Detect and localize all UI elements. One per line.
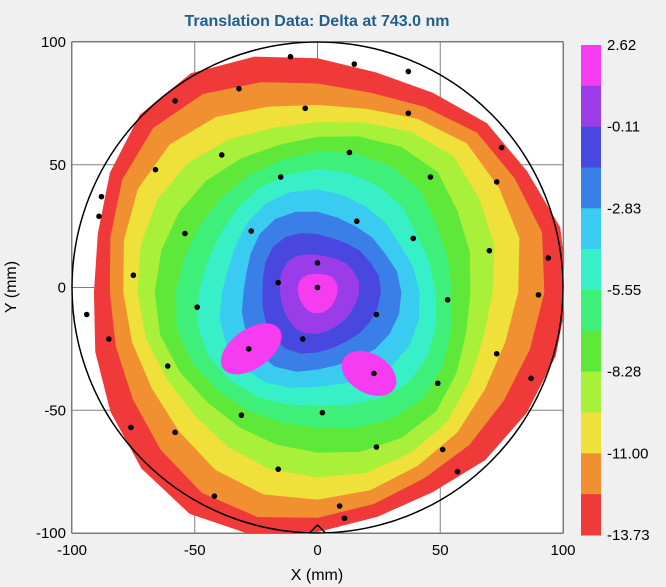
wafer-notch	[308, 523, 327, 534]
y-tick-label: -50	[44, 402, 66, 419]
measurement-point	[96, 213, 102, 220]
colorbar-segment	[581, 45, 601, 87]
x-tick-label: -100	[57, 542, 87, 559]
colorbar-segment	[581, 167, 601, 209]
measurement-point	[299, 336, 306, 342]
x-tick-label: 50	[432, 542, 449, 559]
colorbar-segment	[581, 371, 601, 413]
measurement-point	[287, 53, 294, 60]
measurement-point	[528, 375, 534, 382]
measurement-point	[172, 98, 178, 104]
colorbar-label: -2.83	[607, 200, 641, 217]
wafer-outline	[71, 41, 564, 534]
colorbar-segment	[581, 330, 601, 373]
y-tick-label: 50	[49, 157, 66, 174]
x-tick-label: -50	[184, 542, 206, 559]
contour-island	[341, 350, 397, 396]
measurement-point	[211, 493, 218, 499]
contour-band	[297, 273, 338, 314]
colorbar-segment	[581, 249, 601, 291]
colorbar	[581, 45, 601, 536]
measurement-point	[371, 370, 377, 377]
measurement-point	[410, 235, 417, 242]
contour-fill	[93, 56, 563, 533]
colorbar-label: -5.55	[607, 282, 641, 299]
measurement-points	[83, 53, 552, 522]
colorbar-label: -11.00	[607, 445, 648, 462]
colorbar-segment	[581, 208, 601, 250]
measurement-point	[275, 279, 282, 286]
y-tick-label: -100	[36, 525, 66, 542]
measurement-point	[314, 284, 321, 291]
measurement-point	[314, 260, 321, 266]
measurement-point	[351, 61, 358, 67]
measurement-point	[434, 380, 441, 387]
x-tick-label: 0	[313, 542, 321, 559]
x-tick-label: 100	[550, 542, 575, 559]
colorbar-label: -13.73	[607, 527, 650, 544]
colorbar-label: -0.11	[607, 119, 640, 136]
measurement-point	[535, 292, 542, 298]
measurement-point	[319, 409, 326, 416]
measurement-point	[405, 110, 412, 116]
measurement-point	[427, 174, 434, 180]
measurement-point	[152, 166, 159, 173]
y-tick-label: 0	[58, 280, 66, 297]
colorbar-segment	[581, 453, 601, 495]
y-tick-label: 100	[41, 34, 66, 51]
chart-title: Translation Data: Delta at 743.0 nm	[185, 13, 450, 30]
measurement-point	[493, 350, 500, 357]
measurement-point	[248, 228, 255, 234]
measurement-point	[245, 346, 252, 352]
measurement-point	[346, 149, 353, 156]
measurement-point	[373, 444, 380, 450]
measurement-point	[444, 296, 451, 303]
measurement-point	[128, 424, 134, 431]
measurement-point	[98, 193, 105, 200]
measurement-point	[336, 503, 343, 509]
measurement-point	[236, 85, 242, 92]
measurement-point	[130, 272, 137, 279]
measurement-point	[545, 255, 552, 261]
measurement-point	[439, 446, 446, 453]
colorbar-segment	[581, 494, 601, 536]
measurement-point	[106, 336, 112, 342]
colorbar-segment	[581, 290, 601, 332]
x-axis-label: X (mm)	[291, 567, 343, 584]
colorbar-segment	[581, 412, 601, 454]
colorbar-label: -8.28	[607, 364, 641, 381]
measurement-point	[486, 247, 493, 254]
measurement-point	[454, 468, 461, 475]
measurement-point	[83, 311, 90, 318]
measurement-point	[353, 218, 360, 225]
measurement-point	[498, 144, 505, 151]
wafer-circle	[71, 41, 564, 534]
measurement-point	[493, 179, 500, 185]
measurement-point	[182, 230, 188, 237]
measurement-point	[373, 311, 380, 318]
y-axis-ticks: 100 50 0 -50 -100	[36, 34, 66, 542]
measurement-point	[302, 105, 309, 112]
colorbar-segment	[581, 126, 601, 168]
colorbar-segment	[581, 85, 601, 128]
measurement-point	[172, 429, 178, 436]
colorbar-labels: 2.62 -0.11 -2.83 -5.55 -8.28 -11.00 -13.73	[607, 37, 650, 544]
measurement-point	[277, 174, 284, 180]
y-axis-label: Y (mm)	[3, 261, 20, 313]
measurement-point	[405, 68, 412, 75]
measurement-point	[238, 412, 245, 418]
colorbar-label: 2.62	[607, 37, 636, 54]
measurement-point	[194, 304, 201, 310]
measurement-point	[341, 515, 348, 522]
measurement-point	[275, 466, 282, 472]
x-axis-ticks: -100 -50 0 50 100	[57, 542, 576, 559]
measurement-point	[164, 363, 171, 369]
measurement-point	[218, 152, 225, 158]
